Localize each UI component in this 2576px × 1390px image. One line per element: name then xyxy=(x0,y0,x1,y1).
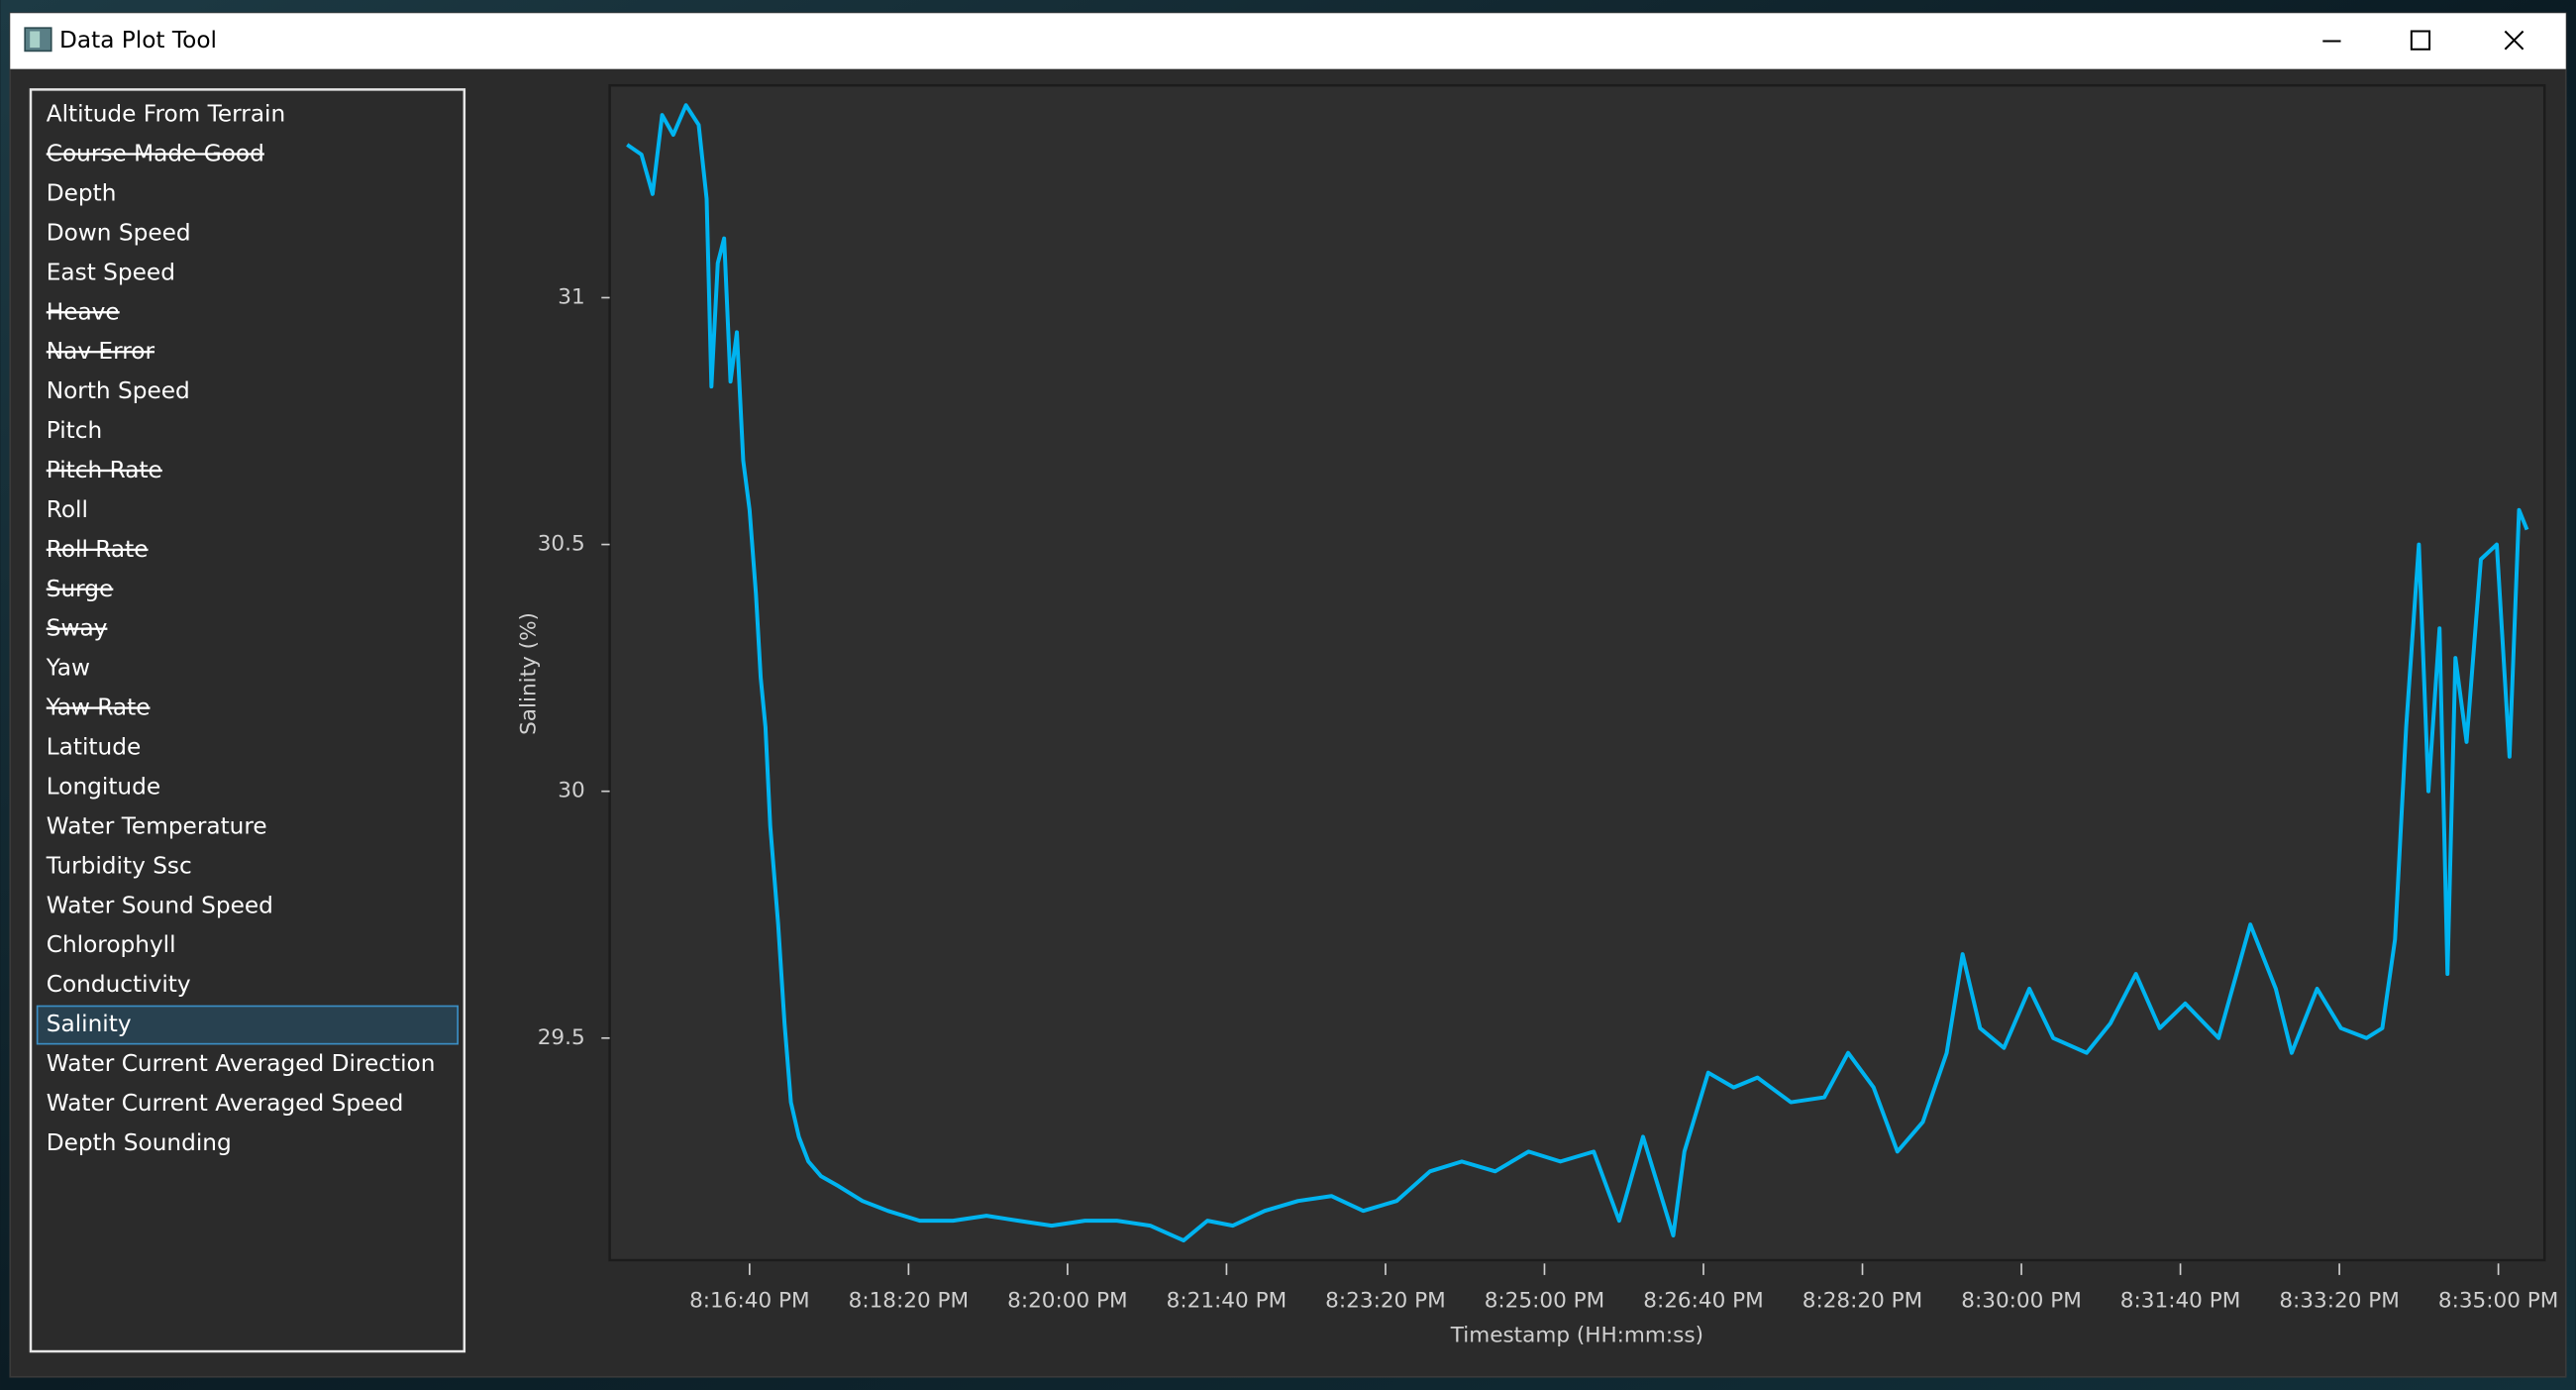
x-tick-label: 8:20:00 PM xyxy=(1007,1288,1128,1313)
list-item[interactable]: Chlorophyll xyxy=(47,931,176,958)
list-item[interactable]: Pitch xyxy=(47,417,102,444)
list-item[interactable]: Pitch Rate xyxy=(47,457,162,483)
maximize-button[interactable] xyxy=(2410,30,2431,51)
x-axis-label: Timestamp (HH:mm:ss) xyxy=(1450,1323,1703,1347)
list-item[interactable]: Heave xyxy=(47,298,120,325)
plot-area xyxy=(608,83,2546,1262)
x-tick-label: 8:18:20 PM xyxy=(849,1288,970,1313)
list-item[interactable]: Surge xyxy=(47,576,114,602)
list-item[interactable]: Conductivity xyxy=(47,971,191,998)
app-icon xyxy=(24,27,52,53)
x-tick-label: 8:25:00 PM xyxy=(1485,1288,1605,1313)
list-item[interactable]: Yaw xyxy=(46,655,90,682)
channel-list xyxy=(29,88,466,1353)
title-bar xyxy=(10,13,2566,69)
y-tick-label: 31 xyxy=(558,284,584,309)
x-tick-label: 8:28:20 PM xyxy=(1803,1288,1923,1313)
list-item[interactable]: Nav Error xyxy=(47,338,155,365)
list-item[interactable]: Roll Rate xyxy=(47,536,149,563)
x-tick-label: 8:35:00 PM xyxy=(2438,1288,2558,1313)
list-item[interactable]: Water Temperature xyxy=(47,812,267,839)
list-item[interactable]: Altitude From Terrain xyxy=(47,101,285,128)
window-title: Data Plot Tool xyxy=(59,27,217,53)
list-items: Altitude From Terrain Course Made Good Dep… xyxy=(36,101,460,1156)
x-tick-label: 8:26:40 PM xyxy=(1643,1288,1763,1313)
list-item[interactable]: North Speed xyxy=(47,377,190,404)
list-item[interactable]: Turbidity Ssc xyxy=(46,852,192,879)
list-item[interactable]: Longitude xyxy=(47,773,160,800)
list-item[interactable]: Depth Sounding xyxy=(47,1129,232,1156)
x-tick-label: 8:23:20 PM xyxy=(1325,1288,1446,1313)
list-item[interactable]: Water Current Averaged Speed xyxy=(47,1090,404,1117)
list-item[interactable]: Yaw Rate xyxy=(46,695,151,721)
close-button[interactable] xyxy=(2504,30,2524,51)
list-item[interactable]: East Speed xyxy=(47,259,175,285)
list-item[interactable]: Water Sound Speed xyxy=(47,892,273,918)
x-tick-label: 8:30:00 PM xyxy=(1961,1288,2082,1313)
list-item[interactable]: Down Speed xyxy=(47,219,191,246)
list-item[interactable]: Roll xyxy=(47,496,88,523)
plot: 29.5 30 30.5 31 8:16:40 PM 8:18:20 PM 8:20:00 … xyxy=(538,103,2558,1313)
list-item[interactable]: Sway xyxy=(47,615,108,642)
x-tick-label: 8:16:40 PM xyxy=(689,1288,810,1313)
list-item[interactable]: Salinity xyxy=(47,1011,132,1037)
data-line xyxy=(626,103,2529,1243)
y-tick-label: 29.5 xyxy=(538,1025,585,1050)
x-tick-label: 8:21:40 PM xyxy=(1167,1288,1288,1313)
x-tick-label: 8:33:20 PM xyxy=(2279,1288,2400,1313)
list-item[interactable]: Depth xyxy=(47,179,117,206)
list-item[interactable]: Water Current Averaged Direction xyxy=(47,1050,436,1077)
y-tick-label: 30.5 xyxy=(538,532,585,557)
x-tick-label: 8:31:40 PM xyxy=(2120,1288,2240,1313)
list-item[interactable]: Latitude xyxy=(47,734,142,761)
list-item[interactable]: Course Made Good xyxy=(47,141,264,167)
y-tick-label: 30 xyxy=(558,779,584,803)
y-axis-label: Salinity (%) xyxy=(516,612,541,735)
selected-highlight xyxy=(36,1005,460,1045)
